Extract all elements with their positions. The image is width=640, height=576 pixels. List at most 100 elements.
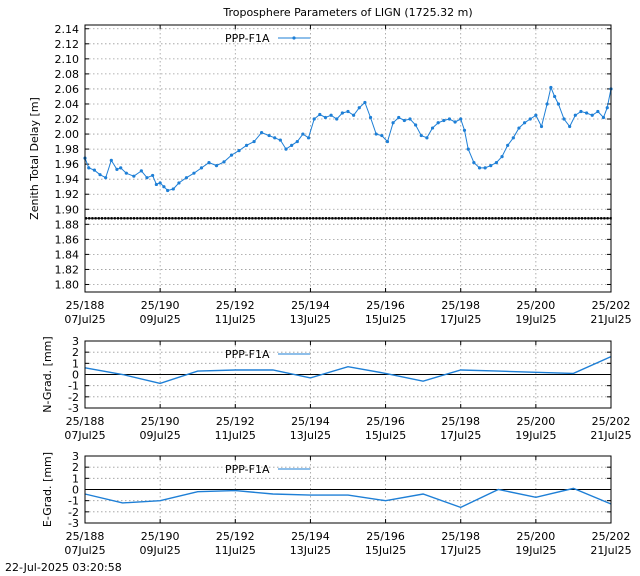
x-tick-label: 25/198 <box>441 530 480 543</box>
x-tick-label: 25/190 <box>141 299 180 312</box>
y-tick-label: 1.92 <box>55 188 80 201</box>
x-tick-date-label: 13Jul25 <box>290 429 331 442</box>
data-point <box>237 149 241 153</box>
baseline-marker <box>267 217 270 220</box>
baseline-marker <box>296 217 299 220</box>
plot-frame <box>84 24 612 293</box>
y-tick-label: -1 <box>68 380 79 393</box>
data-point <box>207 161 211 165</box>
baseline-marker <box>312 217 315 220</box>
data-point <box>312 117 316 121</box>
baseline-marker <box>91 217 94 220</box>
baseline-marker <box>123 217 126 220</box>
baseline-marker <box>168 217 171 220</box>
baseline-marker <box>593 217 596 220</box>
data-point <box>517 126 521 130</box>
baseline-marker <box>433 217 436 220</box>
baseline-marker <box>382 217 385 220</box>
data-point <box>259 130 264 135</box>
data-point <box>605 106 609 110</box>
x-tick-label: 25/192 <box>216 299 255 312</box>
baseline-marker <box>529 217 532 220</box>
data-point <box>601 115 606 120</box>
chart-panel-1: Troposphere Parameters of LIGN (1725.32 … <box>28 6 632 326</box>
x-tick-label: 25/194 <box>291 299 330 312</box>
y-tick-label: -2 <box>68 506 79 519</box>
baseline-marker <box>104 217 107 220</box>
data-point <box>545 102 549 106</box>
baseline-marker <box>507 217 510 220</box>
y-tick-label: -3 <box>68 517 79 530</box>
data-point <box>132 174 136 178</box>
data-point <box>562 117 566 121</box>
data-point <box>573 113 577 117</box>
baseline-marker <box>171 217 174 220</box>
data-point <box>380 133 384 138</box>
figure-canvas: Troposphere Parameters of LIGN (1725.32 … <box>28 6 632 557</box>
baseline-marker <box>264 217 267 220</box>
baseline-marker <box>472 217 475 220</box>
data-point <box>162 185 166 189</box>
baseline-marker <box>149 217 151 220</box>
baseline-marker <box>235 217 238 220</box>
baseline-marker <box>139 217 142 220</box>
data-point <box>539 124 544 129</box>
data-point <box>154 182 158 187</box>
y-tick-label: 2 <box>72 346 79 359</box>
baseline-marker <box>302 217 305 220</box>
baseline-marker <box>309 217 311 220</box>
baseline-marker <box>421 217 423 220</box>
baseline-marker <box>325 217 327 220</box>
legend-label: PPP-F1A <box>225 32 270 45</box>
baseline-marker <box>286 217 289 220</box>
baseline-marker <box>606 217 609 220</box>
baseline-marker <box>136 217 139 220</box>
baseline-marker <box>379 217 382 220</box>
baseline-marker <box>513 217 516 220</box>
baseline-marker <box>424 217 427 220</box>
data-point <box>295 139 299 144</box>
baseline-marker <box>449 217 452 220</box>
data-point <box>397 115 401 120</box>
baseline-marker <box>174 217 177 220</box>
baseline-marker <box>475 217 478 220</box>
data-point <box>528 117 532 121</box>
baseline-marker <box>206 217 209 220</box>
data-point <box>214 164 219 168</box>
x-tick-date-label: 19Jul25 <box>515 313 556 326</box>
baseline-marker <box>398 217 401 220</box>
data-point <box>158 181 162 185</box>
x-tick-label: 25/190 <box>141 530 180 543</box>
x-tick-date-label: 13Jul25 <box>290 313 331 326</box>
baseline-marker <box>523 217 526 220</box>
y-tick-label: 3 <box>72 450 79 463</box>
data-point <box>290 143 294 147</box>
baseline-marker <box>350 217 353 220</box>
baseline-marker <box>280 217 283 220</box>
data-point <box>346 109 350 114</box>
baseline-marker <box>337 217 340 220</box>
data-point <box>408 117 412 121</box>
y-tick-label: 2.08 <box>55 68 80 81</box>
y-tick-label: 0 <box>72 369 79 382</box>
baseline-marker <box>488 217 491 220</box>
baseline-marker <box>161 217 164 220</box>
baseline-marker <box>107 217 110 220</box>
legend-label: PPP-F1A <box>225 463 270 476</box>
y-tick-label: 1.94 <box>55 173 80 186</box>
baseline-marker <box>408 217 411 220</box>
baseline-marker <box>152 217 155 220</box>
y-axis-label: E-Grad. [mm] <box>41 452 54 527</box>
baseline-marker <box>209 217 212 220</box>
baseline-marker <box>603 217 606 220</box>
x-tick-date-label: 11Jul25 <box>215 544 256 557</box>
baseline-marker <box>462 217 465 220</box>
data-point <box>483 166 487 170</box>
baseline-marker <box>142 217 145 220</box>
x-tick-label: 25/190 <box>141 415 180 428</box>
data-point <box>466 147 470 151</box>
x-tick-label: 25/202 <box>592 415 631 428</box>
y-tick-label: 2.04 <box>55 98 80 111</box>
baseline-marker <box>440 217 443 220</box>
